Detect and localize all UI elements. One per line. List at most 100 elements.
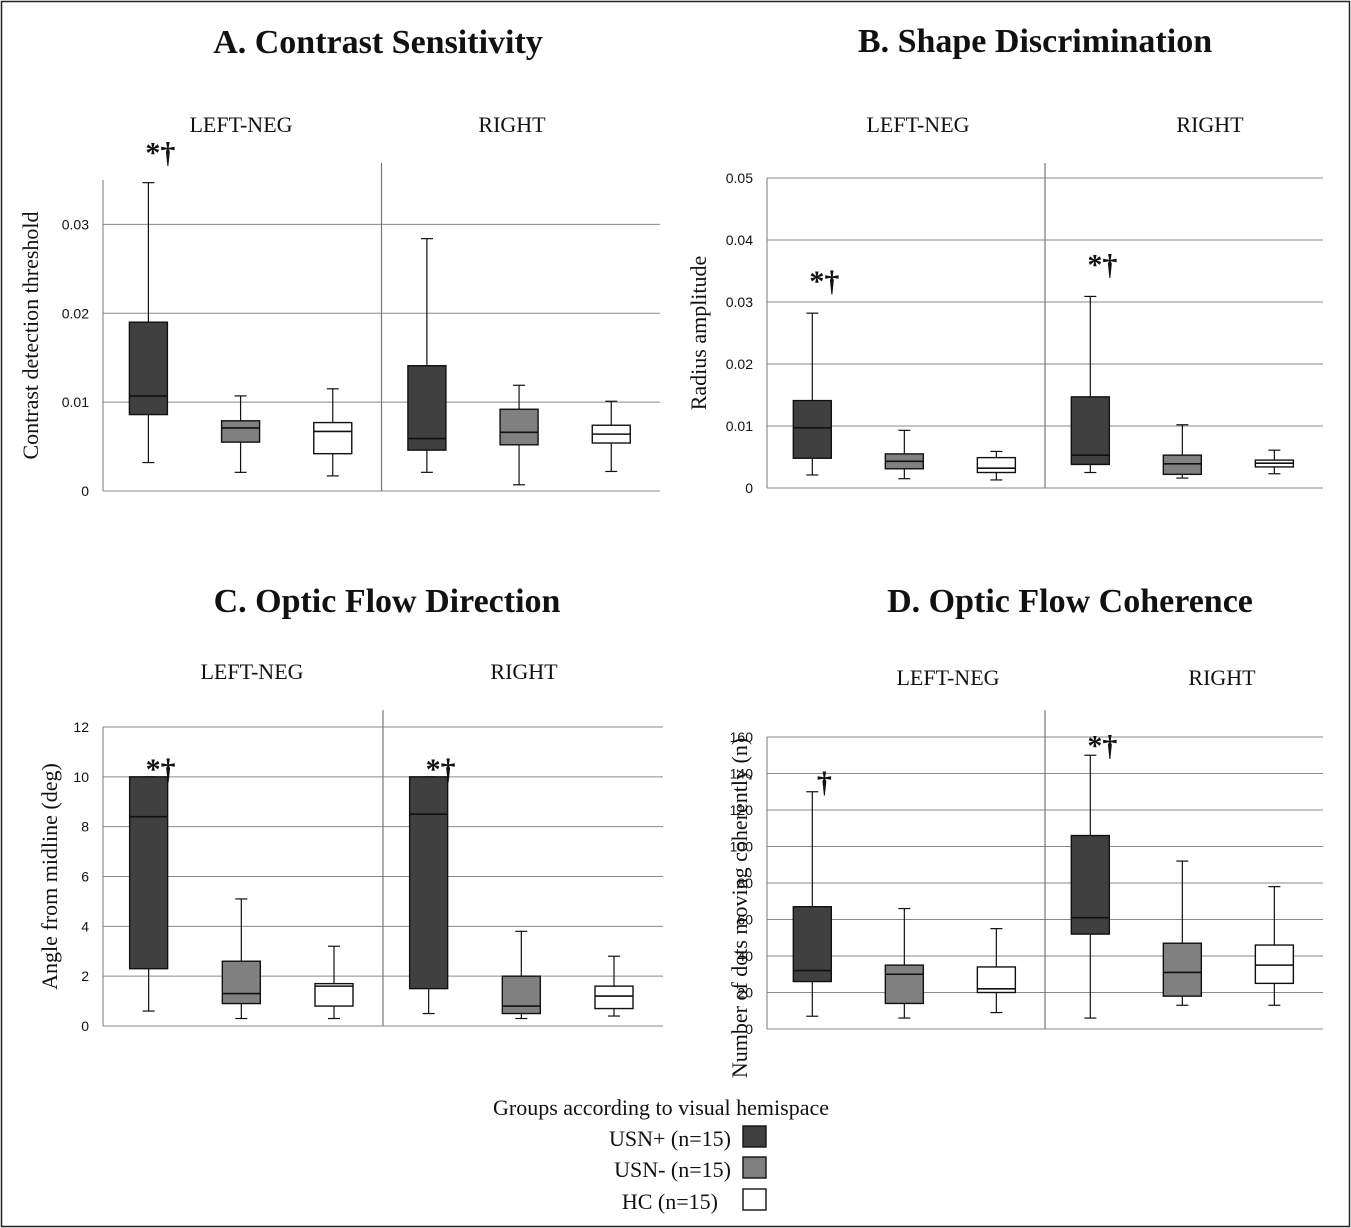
y-tick-label: 80	[737, 875, 753, 891]
box-usn-minus	[501, 930, 542, 1020]
legend-swatch	[742, 1156, 767, 1179]
box-iqr	[792, 399, 833, 459]
box-usn-minus	[1162, 424, 1203, 479]
box-hc	[314, 945, 354, 1020]
box-usn-minus	[1162, 860, 1203, 1006]
y-tick-label: 0.03	[62, 216, 89, 232]
box-usn-plus: *†	[128, 137, 175, 464]
chart-panel: D. Optic Flow Coherence LEFT-NEG RIGHT 0 20 4…	[727, 583, 1323, 1078]
box-usn-plus: *†	[1070, 729, 1117, 1019]
y-tick-label: 0	[81, 1018, 89, 1034]
box-iqr	[128, 321, 169, 416]
y-tick-label: 40	[737, 948, 753, 964]
y-axis-title: Number of dots moving coherently (n)	[727, 738, 752, 1078]
group-label: RIGHT	[478, 112, 546, 137]
legend-swatch	[742, 1188, 767, 1211]
box-usn-minus	[499, 384, 539, 486]
significance-marker: †	[817, 766, 832, 799]
box-iqr	[314, 982, 354, 1007]
box-hc	[976, 450, 1017, 481]
significance-marker: *†	[1087, 729, 1117, 762]
box-usn-minus	[221, 898, 262, 1020]
legend-item-label: HC (n=15)	[622, 1189, 718, 1214]
box-iqr	[499, 408, 539, 446]
y-tick-label: 120	[730, 802, 754, 818]
y-tick-label: 12	[73, 719, 89, 735]
chart-title: D. Optic Flow Coherence	[887, 583, 1253, 620]
box-usn-plus: *†	[1070, 248, 1117, 474]
box-usn-minus	[220, 395, 261, 473]
box-iqr	[313, 421, 353, 455]
legend-swatch	[742, 1125, 767, 1148]
y-axis-title: Angle from midline (deg)	[37, 763, 62, 990]
box-iqr	[220, 420, 261, 443]
significance-marker: *†	[145, 137, 175, 170]
box-iqr	[976, 456, 1017, 474]
y-tick-label: 0	[745, 480, 753, 496]
y-tick-label: 0.04	[726, 232, 753, 248]
group-label: LEFT-NEG	[189, 112, 292, 137]
box-iqr	[1070, 834, 1111, 935]
group-label: RIGHT	[1188, 665, 1256, 690]
y-tick-label: 6	[81, 869, 89, 885]
y-tick-label: 0.02	[62, 305, 89, 321]
legend-title: Groups according to visual hemispace	[493, 1095, 829, 1120]
y-tick-label: 140	[730, 766, 754, 782]
box-hc	[1254, 449, 1295, 475]
y-tick-label: 60	[737, 912, 753, 928]
y-tick-label: 0.03	[726, 294, 753, 310]
box-iqr	[1162, 942, 1203, 997]
significance-marker: *†	[146, 753, 176, 786]
box-usn-plus: *†	[408, 753, 456, 1015]
box-usn-plus	[407, 238, 447, 473]
significance-marker: *†	[809, 265, 839, 298]
y-tick-label: 0.02	[726, 356, 753, 372]
legend-item-label: USN+ (n=15)	[609, 1126, 731, 1151]
group-label: LEFT-NEG	[866, 112, 969, 137]
y-tick-label: 2	[81, 968, 89, 984]
y-tick-label: 8	[81, 819, 89, 835]
box-iqr	[128, 776, 169, 970]
y-tick-label: 0	[81, 483, 89, 499]
y-tick-label: 4	[81, 918, 89, 934]
group-label: RIGHT	[1176, 112, 1244, 137]
chart-title: A. Contrast Sensitivity	[213, 24, 543, 61]
chart-title: C. Optic Flow Direction	[214, 583, 561, 620]
y-tick-label: 0.01	[726, 418, 753, 434]
legend: Groups according to visual hemispace USN+…	[493, 1095, 829, 1214]
significance-marker: *†	[1087, 248, 1117, 281]
y-tick-label: 100	[730, 839, 754, 855]
box-usn-minus	[884, 907, 925, 1019]
group-label: LEFT-NEG	[200, 659, 303, 684]
y-tick-label: 0.01	[62, 394, 89, 410]
significance-marker: *†	[426, 753, 456, 786]
box-usn-plus: *†	[128, 753, 176, 1012]
y-tick-label: 160	[730, 729, 754, 745]
box-iqr	[408, 776, 449, 990]
box-iqr	[792, 906, 833, 983]
y-tick-label: 20	[737, 985, 753, 1001]
y-tick-label: 10	[73, 769, 89, 785]
group-label: RIGHT	[490, 659, 558, 684]
chart-panel: B. Shape Discrimination LEFT-NEG RIGHT 0 0.0…	[686, 23, 1323, 496]
y-tick-label: 0	[745, 1021, 753, 1037]
box-hc	[591, 400, 631, 473]
box-iqr	[884, 964, 925, 1005]
box-iqr	[594, 985, 634, 1010]
chart-panel: A. Contrast Sensitivity LEFT-NEG RIGHT 0 0.0…	[18, 24, 660, 499]
box-hc	[313, 388, 353, 477]
y-axis-title: Contrast detection threshold	[18, 211, 43, 459]
chart-title: B. Shape Discrimination	[858, 23, 1212, 60]
box-usn-plus: †	[792, 766, 833, 1017]
box-usn-minus	[884, 429, 925, 480]
box-iqr	[1254, 944, 1295, 985]
legend-item-label: USN- (n=15)	[614, 1157, 731, 1182]
box-iqr	[1070, 396, 1111, 466]
box-iqr	[501, 975, 542, 1015]
y-axis-title: Radius amplitude	[686, 256, 711, 411]
box-iqr	[407, 365, 447, 451]
box-hc	[1254, 886, 1295, 1006]
group-label: LEFT-NEG	[896, 665, 999, 690]
